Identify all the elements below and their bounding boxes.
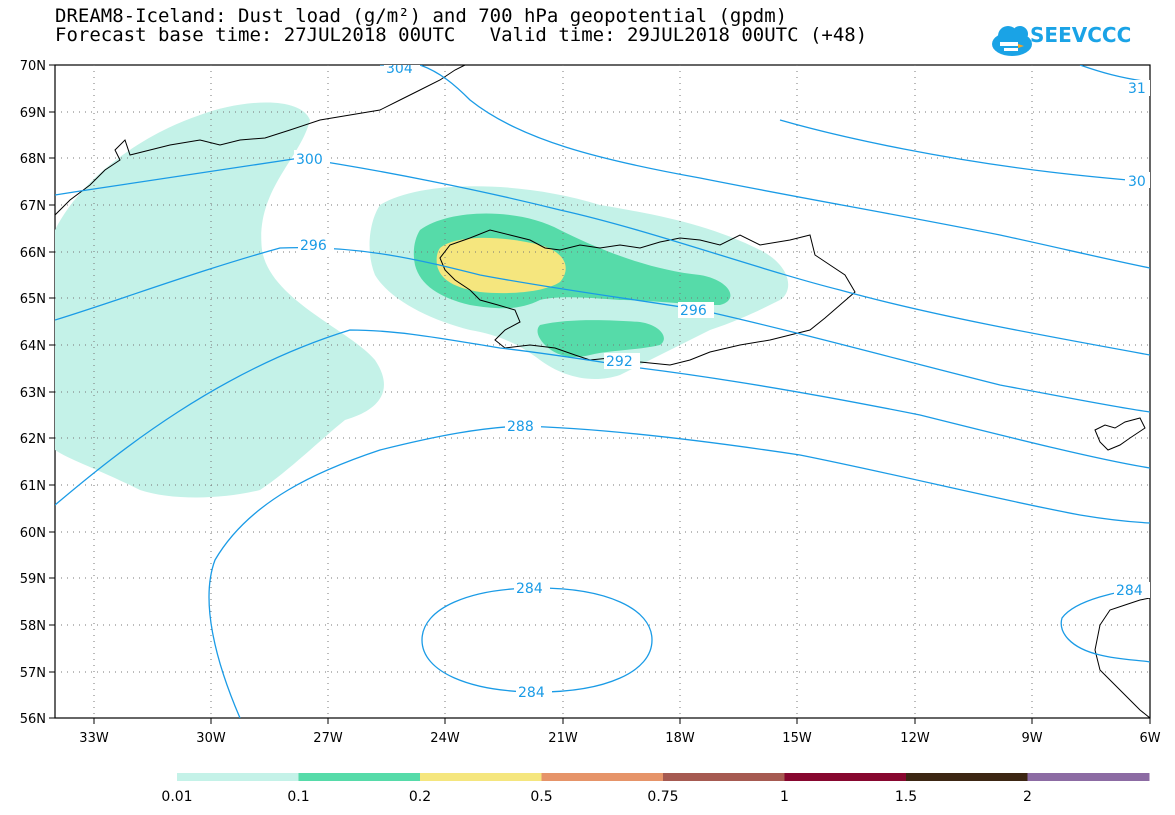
contour-300 [55,157,1150,356]
longitude-labels: 33W 30W 27W 24W 21W 18W 15W 12W 9W 6W [79,731,1160,746]
faroe-coast [1094,417,1146,451]
lon-label: 18W [665,731,695,746]
colorbar-segment [784,773,907,781]
colorbar-segment [906,773,1028,781]
contour-label-284-east: 284 [1116,583,1143,599]
lon-label: 15W [782,731,812,746]
lat-label: 60N [20,526,46,541]
colorbar: 0.01 0.1 0.2 0.5 0.75 1 1.5 2 [161,773,1150,805]
tick-marks [49,64,1151,724]
lat-label: 65N [20,292,46,307]
contour-label-300: 300 [296,152,323,168]
colorbar-segment [177,773,299,781]
colorbar-label: 0.1 [287,789,309,805]
lat-label: 68N [20,152,46,167]
contour-284-ellipse [421,587,653,693]
coastlines [55,65,1150,718]
contour-label-292: 292 [606,354,633,370]
colorbar-segment [420,773,542,781]
colorbar-segment [541,773,664,781]
lat-label: 59N [20,572,46,587]
colorbar-label: 2 [1023,789,1032,805]
colorbar-label: 0.5 [530,789,552,805]
logo [992,26,1032,56]
lon-label: 27W [313,731,343,746]
lat-label: 61N [20,479,46,494]
lat-label: 62N [20,432,46,447]
grid [55,65,1150,718]
contour-label-304: 304 [386,61,413,77]
contour-label-284-north: 284 [516,581,543,597]
lon-label: 9W [1021,731,1042,746]
lon-label: 33W [79,731,109,746]
lon-label: 12W [900,731,930,746]
logo-text: SEEVCCC [1030,23,1132,47]
latitude-labels: 70N 69N 68N 67N 66N 65N 64N 63N 62N 61N … [20,59,46,727]
dust-area-0.1-south [537,320,664,357]
contour-label-296-west: 296 [300,238,327,254]
scotland-coast [1094,597,1150,718]
geopotential-contours [55,65,1150,718]
forecast-times: Forecast base time: 27JUL2018 00UTC Vali… [55,24,868,46]
colorbar-segment [1027,773,1150,781]
contour-label-284-south: 284 [518,685,545,701]
contour-label-30: 30 [1128,174,1146,190]
colorbar-label: 0.01 [161,789,192,805]
greenland-coast [55,65,466,216]
lat-label: 69N [20,106,46,121]
cloud-icon [992,26,1032,56]
colorbar-label: 1 [780,789,789,805]
lat-label: 66N [20,246,46,261]
colorbar-label: 0.2 [409,789,431,805]
contour-296 [55,246,1150,413]
colorbar-label: 1.5 [895,789,917,805]
lat-label: 64N [20,339,46,354]
contour-292 [55,329,1150,506]
colorbar-segment [663,773,785,781]
colorbar-segment [298,773,421,781]
dust-area-0.2 [436,237,566,294]
lon-label: 24W [430,731,460,746]
lon-label: 21W [548,731,578,746]
chart-title: DREAM8-Iceland: Dust load (g/m²) and 700… [55,5,788,27]
lat-label: 63N [20,386,46,401]
lat-label: 57N [20,666,46,681]
lon-label: 6W [1139,731,1160,746]
lat-label: 70N [20,59,46,74]
colorbar-label: 0.75 [647,789,678,805]
contour-label-288: 288 [507,419,534,435]
lon-label: 30W [196,731,226,746]
iceland-coast [439,229,856,366]
contour-label-296-east: 296 [680,303,707,319]
contour-284-east [1060,587,1150,663]
contour-304 [380,65,1150,269]
contour-label-group: 304 31 300 30 296 296 292 288 284 284 28… [294,61,1150,701]
contour-30x [779,119,1150,183]
dust-area-west [55,102,384,498]
lat-label: 58N [20,619,46,634]
contour-label-31: 31 [1128,81,1146,97]
lat-label: 67N [20,199,46,214]
lat-label: 56N [20,712,46,727]
